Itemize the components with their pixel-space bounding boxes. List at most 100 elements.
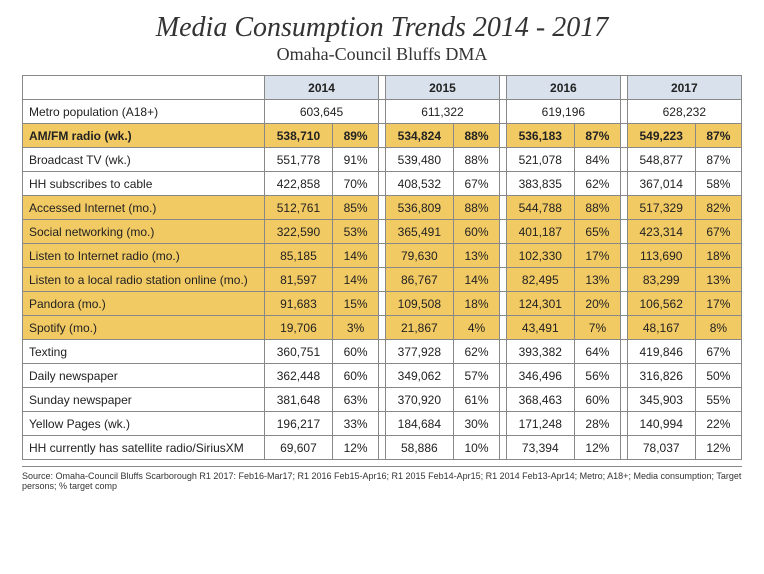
percent-cell: 60%: [333, 340, 379, 364]
value-cell: 401,187: [506, 220, 574, 244]
value-cell: 113,690: [627, 244, 695, 268]
percent-cell: 4%: [453, 316, 499, 340]
col-gap: [379, 388, 386, 412]
value-cell: 345,903: [627, 388, 695, 412]
value-cell: 360,751: [264, 340, 332, 364]
value-cell: 362,448: [264, 364, 332, 388]
col-gap: [621, 100, 628, 124]
value-cell: 124,301: [506, 292, 574, 316]
col-gap: [379, 148, 386, 172]
percent-cell: 13%: [695, 268, 741, 292]
value-cell: 538,710: [264, 124, 332, 148]
col-gap: [500, 436, 507, 460]
col-gap: [379, 268, 386, 292]
percent-cell: 53%: [333, 220, 379, 244]
value-cell: 383,835: [506, 172, 574, 196]
col-gap: [621, 268, 628, 292]
table-row: Social networking (mo.)322,59053%365,491…: [23, 220, 742, 244]
pop-2014: 603,645: [264, 100, 378, 124]
row-label: AM/FM radio (wk.): [23, 124, 265, 148]
percent-cell: 58%: [695, 172, 741, 196]
pop-label: Metro population (A18+): [23, 100, 265, 124]
value-cell: 86,767: [385, 268, 453, 292]
col-gap: [379, 340, 386, 364]
value-cell: 551,778: [264, 148, 332, 172]
percent-cell: 87%: [574, 124, 620, 148]
col-gap: [500, 124, 507, 148]
percent-cell: 62%: [453, 340, 499, 364]
source-note: Source: Omaha-Council Bluffs Scarborough…: [22, 466, 742, 491]
percent-cell: 18%: [453, 292, 499, 316]
value-cell: 408,532: [385, 172, 453, 196]
value-cell: 367,014: [627, 172, 695, 196]
value-cell: 106,562: [627, 292, 695, 316]
value-cell: 82,495: [506, 268, 574, 292]
pop-2015: 611,322: [385, 100, 499, 124]
table-row: Sunday newspaper381,64863%370,92061%368,…: [23, 388, 742, 412]
value-cell: 109,508: [385, 292, 453, 316]
percent-cell: 67%: [453, 172, 499, 196]
value-cell: 85,185: [264, 244, 332, 268]
percent-cell: 91%: [333, 148, 379, 172]
table-row: Listen to Internet radio (mo.)85,18514%7…: [23, 244, 742, 268]
col-gap: [379, 436, 386, 460]
percent-cell: 10%: [453, 436, 499, 460]
percent-cell: 87%: [695, 148, 741, 172]
value-cell: 322,590: [264, 220, 332, 244]
page-subtitle: Omaha-Council Bluffs DMA: [22, 44, 742, 65]
table-row: Broadcast TV (wk.)551,77891%539,48088%52…: [23, 148, 742, 172]
value-cell: 48,167: [627, 316, 695, 340]
percent-cell: 57%: [453, 364, 499, 388]
table-body: Metro population (A18+) 603,645 611,322 …: [23, 100, 742, 460]
col-gap: [500, 172, 507, 196]
row-label: Listen to Internet radio (mo.): [23, 244, 265, 268]
percent-cell: 12%: [695, 436, 741, 460]
value-cell: 422,858: [264, 172, 332, 196]
value-cell: 91,683: [264, 292, 332, 316]
value-cell: 370,920: [385, 388, 453, 412]
percent-cell: 84%: [574, 148, 620, 172]
col-gap: [379, 124, 386, 148]
table-row: Listen to a local radio station online (…: [23, 268, 742, 292]
percent-cell: 18%: [695, 244, 741, 268]
percent-cell: 60%: [333, 364, 379, 388]
col-gap: [500, 412, 507, 436]
row-label: Accessed Internet (mo.): [23, 196, 265, 220]
percent-cell: 70%: [333, 172, 379, 196]
percent-cell: 55%: [695, 388, 741, 412]
value-cell: 512,761: [264, 196, 332, 220]
trends-table: 2014 2015 2016 2017 Metro population (A1…: [22, 75, 742, 460]
percent-cell: 17%: [574, 244, 620, 268]
percent-cell: 88%: [453, 124, 499, 148]
col-gap: [621, 148, 628, 172]
value-cell: 549,223: [627, 124, 695, 148]
value-cell: 349,062: [385, 364, 453, 388]
row-label: Broadcast TV (wk.): [23, 148, 265, 172]
col-gap: [621, 292, 628, 316]
percent-cell: 3%: [333, 316, 379, 340]
year-2016: 2016: [506, 76, 620, 100]
col-gap: [379, 76, 386, 100]
value-cell: 365,491: [385, 220, 453, 244]
percent-cell: 82%: [695, 196, 741, 220]
row-label: Yellow Pages (wk.): [23, 412, 265, 436]
row-label: Texting: [23, 340, 265, 364]
table-row: Pandora (mo.)91,68315%109,50818%124,3012…: [23, 292, 742, 316]
value-cell: 316,826: [627, 364, 695, 388]
col-gap: [500, 244, 507, 268]
percent-cell: 22%: [695, 412, 741, 436]
col-gap: [500, 76, 507, 100]
percent-cell: 61%: [453, 388, 499, 412]
percent-cell: 56%: [574, 364, 620, 388]
col-gap: [621, 412, 628, 436]
row-label: Spotify (mo.): [23, 316, 265, 340]
value-cell: 517,329: [627, 196, 695, 220]
col-gap: [379, 364, 386, 388]
value-cell: 19,706: [264, 316, 332, 340]
col-gap: [621, 316, 628, 340]
percent-cell: 63%: [333, 388, 379, 412]
header-blank: [23, 76, 265, 100]
value-cell: 377,928: [385, 340, 453, 364]
percent-cell: 15%: [333, 292, 379, 316]
percent-cell: 30%: [453, 412, 499, 436]
